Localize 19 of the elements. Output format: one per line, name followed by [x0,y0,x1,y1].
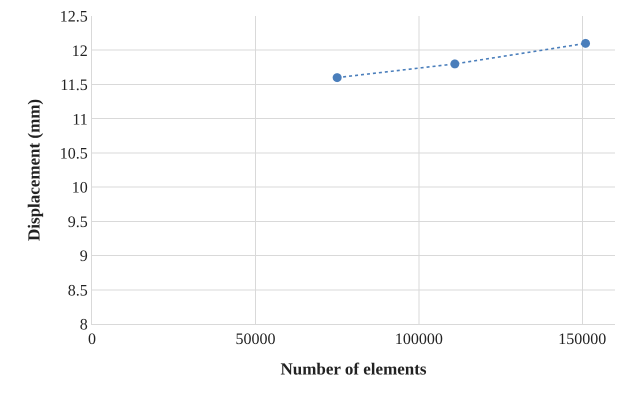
y-tick-label: 9 [80,248,88,266]
y-tick-label: 12 [72,42,88,60]
y-tick-label: 12.5 [60,8,88,26]
y-tick-label: 10.5 [60,145,88,162]
y-tick-label: 8 [80,316,88,334]
y-tick-label: 9.5 [68,214,88,231]
y-tick-label: 8.5 [68,282,88,300]
point [332,73,342,82]
y-tick-label: 11.5 [60,77,88,94]
point [450,59,460,68]
x-tick-label: 50000 [235,331,276,348]
x-axis-title: Number of elements [280,360,427,379]
y-tick-label: 11 [72,111,88,128]
y-axis-title: Displacement (mm) [24,98,44,242]
point [581,38,590,48]
x-tick-label: 150000 [558,331,606,348]
x-tick-label: 0 [88,331,96,348]
y-tick-label: 10 [72,180,88,197]
x-tick-label: 100000 [394,331,443,348]
